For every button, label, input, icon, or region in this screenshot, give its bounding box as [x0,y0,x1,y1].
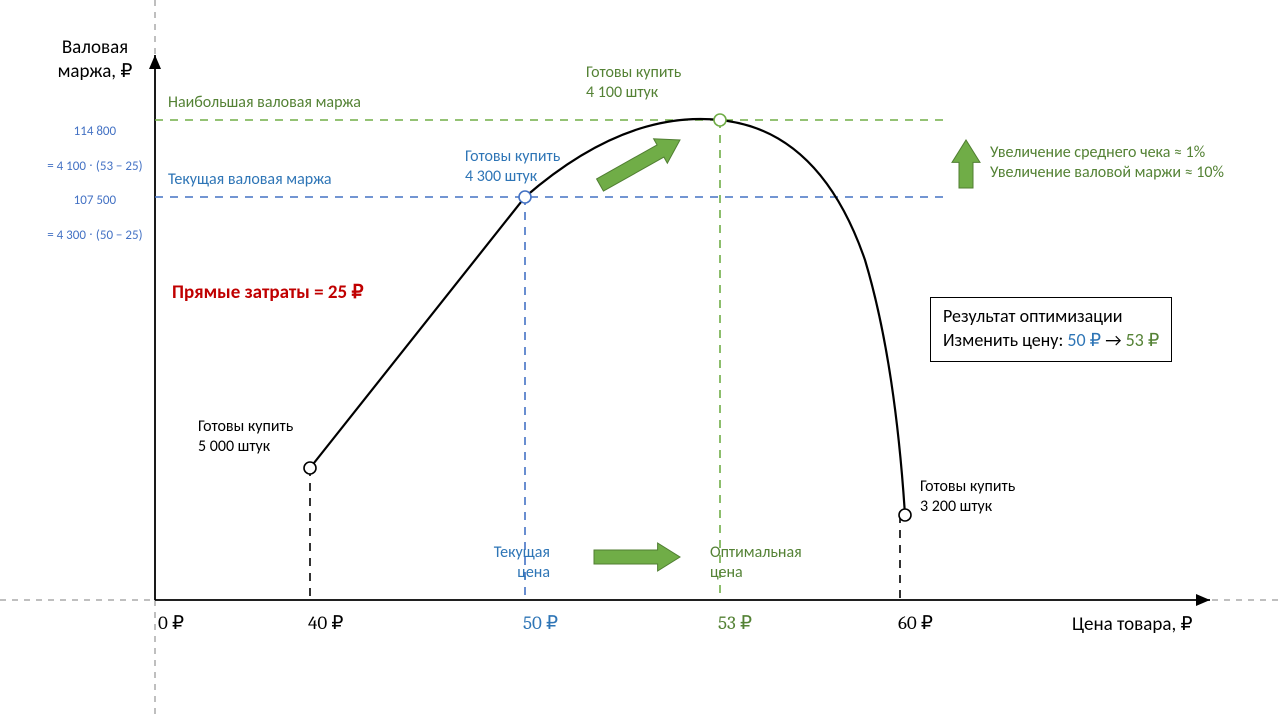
max-margin-label: Наибольшая валовая маржа [168,93,361,113]
result-to: 53 ₽ [1126,329,1160,351]
curr-margin-eq: = 4 300 ⋅ (50 − 25) [47,228,142,243]
x-tick: 0 ₽ [158,612,184,636]
point-label: Готовы купить 4 100 штук [586,63,681,103]
result-prefix: Изменить цену: [943,329,1067,351]
point-label: Готовы купить 5 000 штук [198,417,293,457]
x-tick: 40 ₽ [308,612,343,636]
curr-margin-value: 107 500 [74,193,116,208]
x-tick: 50 ₽ [523,612,558,636]
direct-cost-label: Прямые затраты = 25 ₽ [172,281,364,305]
result-box: Результат оптимизации Изменить цену: 50 … [930,297,1172,362]
x-tick: 60 ₽ [898,612,933,636]
curr-margin-label: Текущая валовая маржа [168,170,332,190]
result-line-1: Результат оптимизации [943,304,1159,328]
max-margin-value: 114 800 [74,124,116,139]
point-label: Готовы купить 3 200 штук [920,477,1015,517]
point-label: Готовы купить 4 300 штук [465,147,560,187]
y-axis-label: Валовая маржа, ₽ [40,36,150,84]
result-line-2: Изменить цену: 50 ₽ → 53 ₽ [943,328,1159,352]
result-arrow: → [1101,329,1125,351]
optimal-price-label: Оптимальная цена [710,543,802,583]
result-from: 50 ₽ [1067,329,1101,351]
chart-stage: Валовая маржа, ₽ Цена товара, ₽ Наибольш… [0,0,1280,720]
x-tick: 53 ₽ [718,612,752,636]
improvement-text: Увеличение среднего чека ≈ 1% Увеличение… [990,143,1224,183]
max-margin-eq: = 4 100 ⋅ (53 − 25) [47,159,142,174]
current-price-label: Текущая цена [470,543,550,583]
x-axis-label: Цена товара, ₽ [1072,613,1193,637]
